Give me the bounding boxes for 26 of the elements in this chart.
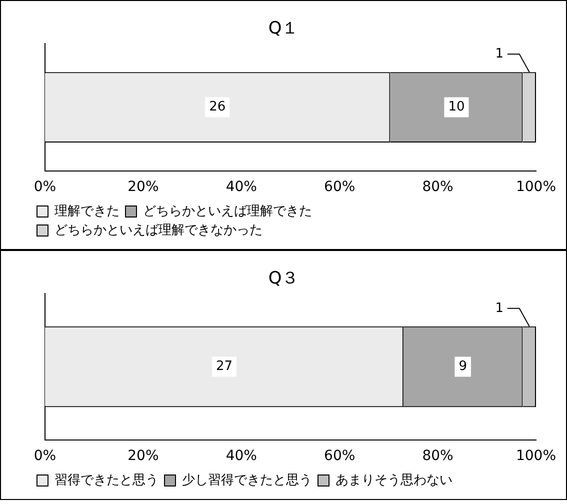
x-tick-label: 100% <box>516 179 556 196</box>
chart-title: Q３ <box>268 268 299 289</box>
legend-label: どちらかといえば理解できなかった <box>54 222 262 238</box>
x-tick-label: 20% <box>128 179 159 196</box>
legend-label: 理解できた <box>54 204 120 219</box>
x-tick-label: 60% <box>324 179 356 196</box>
x-tick-label: 80% <box>422 448 454 464</box>
legend-label: 習得できたと思う <box>54 472 158 488</box>
legend-label: あまりそう思わない <box>336 472 452 488</box>
x-tick-label: 0% <box>34 448 56 464</box>
annotation: 1 <box>495 300 504 316</box>
legend-label: どちらかといえば理解できた <box>143 204 312 219</box>
annotation: 27 <box>216 359 232 374</box>
x-tick-label: 40% <box>226 448 257 464</box>
x-tick-label: 100% <box>516 448 556 464</box>
x-tick-label: 40% <box>226 179 257 196</box>
x-tick-label: 20% <box>128 448 159 464</box>
annotation: 1 <box>495 46 504 62</box>
chart-title: Q１ <box>268 18 299 39</box>
annotation: 26 <box>209 100 226 115</box>
annotation: 10 <box>448 100 465 115</box>
x-tick-label: 80% <box>422 179 454 196</box>
legend-label: 少し習得できたと思う <box>182 472 312 488</box>
annotation: 9 <box>458 359 467 374</box>
x-tick-label: 0% <box>34 179 56 196</box>
x-tick-label: 60% <box>324 448 356 464</box>
